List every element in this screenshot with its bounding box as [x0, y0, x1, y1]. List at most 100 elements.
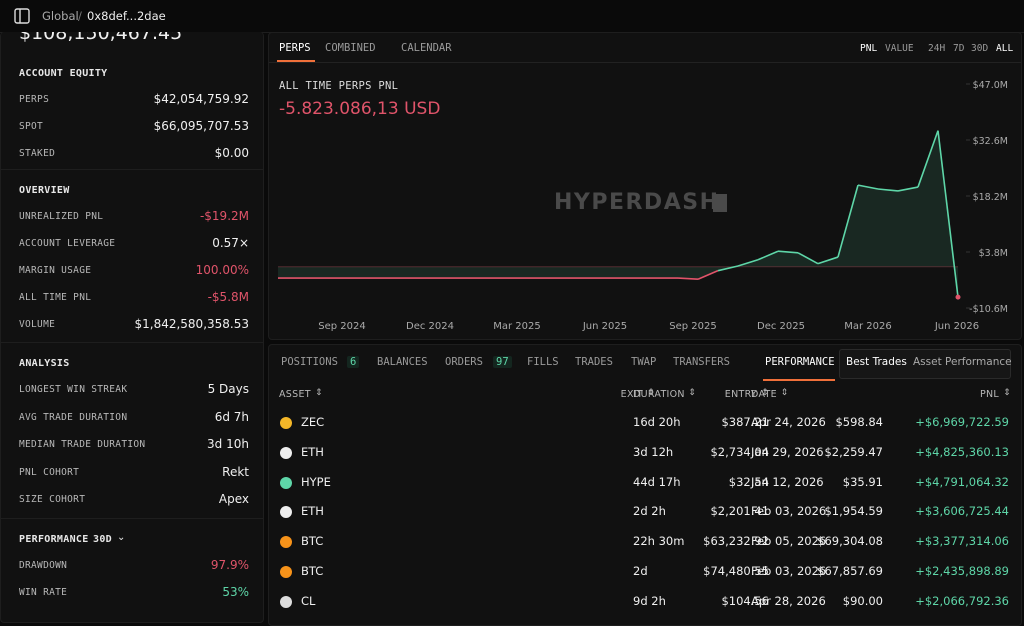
- headline-pnl: -5.823.086,13 USD: [279, 99, 441, 119]
- asset-icon: [280, 506, 292, 519]
- cell: $2,201.41: [710, 504, 769, 519]
- row-label: STAKED: [19, 148, 56, 159]
- sort-icon: ⇕: [315, 388, 323, 398]
- cell: Jan 12, 2026: [751, 474, 824, 489]
- cell: 44d 17h: [633, 474, 681, 489]
- cell: Jan 29, 2026: [751, 444, 824, 459]
- table-tab[interactable]: POSITIONS: [281, 356, 338, 368]
- account-panel: $108,150,467.45 ACCOUNT EQUITY PERPS $42,05…: [0, 32, 264, 623]
- cell: 16d 20h: [633, 415, 681, 429]
- x-tick-label: Jun 2026: [934, 321, 979, 332]
- top-bar: Global / 0x8def...2dae: [0, 0, 1024, 33]
- y-tick-label: $47.0M: [973, 80, 1008, 91]
- column-header[interactable]: DATE: [751, 389, 777, 400]
- cell: $104.56: [721, 593, 769, 608]
- section-title: OVERVIEW: [19, 185, 70, 196]
- pnl-segment: [857, 184, 879, 190]
- row-value: Apex: [218, 492, 249, 506]
- breadcrumb-root[interactable]: Global: [42, 9, 79, 23]
- y-tick-label: $3.8M: [979, 248, 1008, 259]
- cell: $63,232.92: [703, 534, 769, 549]
- sort-icon: ⇕: [761, 388, 769, 398]
- column-header[interactable]: ENTRY: [724, 389, 757, 400]
- row-label: SIZE COHORT: [19, 494, 86, 505]
- row-label: UNREALIZED PNL: [19, 211, 104, 222]
- x-tick-label: Dec 2025: [757, 321, 805, 332]
- cell: BTC: [301, 534, 324, 549]
- sub-tab[interactable]: Best Trades: [846, 356, 907, 368]
- cell: ETH: [301, 504, 324, 519]
- range-toggle[interactable]: 30D: [971, 43, 989, 54]
- y-tick-label: $32.6M: [973, 136, 1008, 147]
- asset-icon: [280, 536, 292, 549]
- column-header[interactable]: EXIT: [620, 389, 643, 400]
- cell: $35.91: [842, 474, 883, 489]
- cell: Feb 05, 2026: [751, 534, 827, 549]
- row-value: $42,054,759.92: [153, 92, 249, 106]
- pnl-segment: [717, 265, 739, 272]
- table-panel: POSITIONS 6 BALANCES ORDERS 97 FILLS TRADES TWA…: [268, 344, 1022, 626]
- tab-count: 6: [347, 356, 360, 368]
- cell: 2d: [633, 564, 648, 578]
- cell: 2d 2h: [633, 504, 666, 519]
- cell: +$6,969,722.59: [915, 415, 1009, 429]
- row-label: AVG TRADE DURATION: [19, 411, 128, 423]
- table-tab[interactable]: ORDERS: [445, 356, 483, 368]
- cell: ETH: [301, 444, 324, 459]
- watermark-block: [713, 194, 727, 212]
- table-tab[interactable]: TWAP: [631, 356, 657, 368]
- cell: $67,857.69: [817, 564, 883, 578]
- cell: $1,954.59: [824, 504, 883, 519]
- table-tab[interactable]: BALANCES: [377, 356, 428, 368]
- row-label: ALL TIME PNL: [19, 292, 92, 303]
- row-label: ACCOUNT LEVERAGE: [19, 238, 116, 249]
- period-select[interactable]: 30D: [93, 534, 112, 545]
- pnl-segment: [797, 252, 819, 265]
- column-header[interactable]: DURATION: [633, 389, 685, 400]
- x-tick-label: Sep 2024: [318, 321, 365, 332]
- active-underline: [763, 379, 835, 381]
- range-toggle[interactable]: 7D: [953, 43, 965, 54]
- asset-icon: [280, 417, 292, 429]
- row-value: 0.57×: [212, 236, 249, 250]
- section-title: PERFORMANCE: [19, 534, 89, 545]
- divider: [269, 62, 1021, 63]
- x-tick-label: Mar 2025: [493, 321, 541, 332]
- section-title: ANALYSIS: [19, 358, 70, 369]
- table-tab[interactable]: FILLS: [527, 356, 559, 368]
- column-header[interactable]: PNL: [979, 389, 999, 400]
- cell: Feb 03, 2026: [751, 564, 827, 578]
- table-tab[interactable]: PERFORMANCE: [765, 356, 835, 368]
- chart-tab[interactable]: PERPS: [279, 42, 311, 54]
- sub-tabs: [839, 349, 1011, 379]
- row-label: DRAWDOWN: [19, 560, 68, 571]
- mode-toggle[interactable]: PNL: [860, 43, 878, 54]
- cell: Apr 24, 2026: [751, 415, 826, 429]
- cell: +$3,606,725.44: [915, 504, 1009, 519]
- pnl-chart: $47.0M $32.6M $18.2M $3.8M -$10.6M Sep 2024 De…: [278, 80, 1008, 332]
- mode-toggle[interactable]: VALUE: [885, 43, 914, 54]
- chart-tab[interactable]: CALENDAR: [401, 42, 452, 54]
- cell: Apr 28, 2026: [751, 593, 826, 608]
- row-value: 97.9%: [210, 558, 249, 572]
- sub-tab[interactable]: Asset Performance: [913, 356, 1012, 368]
- column-header[interactable]: ASSET: [279, 389, 311, 400]
- row-label: MEDIAN TRADE DURATION: [19, 439, 146, 450]
- sidebar-icon[interactable]: [14, 8, 30, 24]
- row-label: VOLUME: [19, 319, 56, 330]
- range-toggle[interactable]: ALL: [996, 43, 1014, 54]
- row-value: 100.00%: [195, 263, 249, 277]
- sort-icon: ⇕: [780, 388, 789, 398]
- y-tick-label: $18.2M: [973, 192, 1008, 203]
- row-value: $1,842,580,358.53: [134, 317, 249, 331]
- x-tick-label: Sep 2025: [669, 321, 716, 332]
- table-tab[interactable]: TRANSFERS: [673, 356, 730, 368]
- cell: 9d 2h: [633, 593, 666, 608]
- chart-tab[interactable]: COMBINED: [325, 42, 376, 54]
- cell: $2,259.47: [824, 444, 883, 459]
- range-toggle[interactable]: 24H: [928, 43, 946, 54]
- cell: 22h 30m: [633, 534, 685, 549]
- table-tab[interactable]: TRADES: [575, 356, 613, 368]
- asset-icon: [280, 566, 292, 578]
